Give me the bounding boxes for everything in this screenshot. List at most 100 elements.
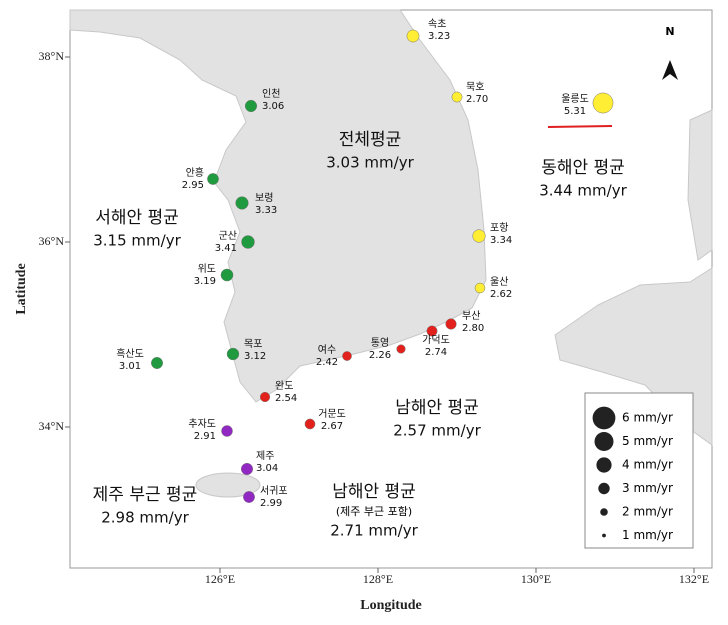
station-value: 3.23 [428,31,450,42]
region-title: 서해안 평균 [95,208,179,228]
legend-marker [594,432,614,451]
station-value: 2.91 [194,431,216,442]
station-name: 제주 [256,450,274,462]
region-rate: 2.98 mm/yr [101,509,189,527]
station-marker [241,235,255,249]
region-rate: 3.15 mm/yr [93,232,181,250]
station-name: 목포 [244,338,262,350]
station-value: 2.54 [275,393,297,404]
station-marker [220,268,234,282]
jeju-island [195,472,261,498]
station-name: 부산 [462,310,480,322]
station-value: 3.06 [262,101,284,112]
station-name: 가덕도 [422,334,450,346]
station-marker [472,229,486,243]
station-value: 3.19 [194,276,216,287]
x-tick-label: 126°E [205,572,235,586]
station-name: 보령 [255,192,273,204]
station-value: 2.62 [490,289,512,300]
station-value: 3.01 [119,361,141,372]
station-name: 통영 [371,337,389,349]
region-rate: 2.71 mm/yr [330,522,418,540]
station-value: 2.74 [425,347,447,358]
station-name: 안흥 [186,166,204,179]
legend-label: 2 mm/yr [622,505,673,519]
station-name: 묵호 [466,81,484,93]
north-arrow [662,60,678,80]
station-marker [451,91,463,103]
station-name: 인천 [262,88,280,100]
x-tick-label: 132°E [679,572,709,586]
station-value: 2.95 [182,180,204,191]
station-marker [592,92,614,114]
station-value: 3.41 [215,243,237,254]
station-marker [244,99,258,113]
station-name: 서귀포 [260,485,288,497]
station-value: 2.42 [316,357,338,368]
station-marker [151,357,163,369]
station-marker [221,425,233,437]
station-marker [207,173,219,185]
region-rate: 2.57 mm/yr [393,422,481,440]
legend-marker [602,533,606,538]
station-value: 2.80 [462,323,484,334]
region-note: (제주 부근 포함) [336,505,412,518]
legend-marker [598,482,610,495]
station-value: 3.04 [256,463,278,474]
underline [547,125,613,128]
station-value: 5.31 [564,106,586,117]
legend-label: 1 mm/yr [622,528,673,542]
region-rate: 3.03 mm/yr [326,154,414,172]
station-name: 군산 [219,230,237,242]
legend-marker [600,508,608,516]
station-value: 2.99 [260,498,282,509]
station-name: 추자도 [188,418,216,430]
land [69,9,713,498]
station-marker [396,344,406,354]
y-tick-label: 34°N [39,419,65,433]
station-name: 흑산도 [116,347,144,360]
region-title: 전체평균 [339,130,402,150]
legend-label: 3 mm/yr [622,481,673,495]
x-tick-label: 128°E [363,572,393,586]
station-marker [474,282,486,294]
legend-label: 4 mm/yr [622,458,673,472]
station-marker [243,491,255,503]
station-name: 울산 [490,276,508,288]
korean-peninsula [69,9,487,403]
station-value: 3.12 [244,351,266,362]
station-value: 2.26 [369,350,391,361]
y-axis-label: Latitude [14,263,29,314]
north-label: N [665,25,674,38]
y-tick-label: 38°N [39,49,65,63]
station-value: 3.34 [490,235,512,246]
x-tick-label: 130°E [521,572,551,586]
legend-label: 6 mm/yr [622,411,673,425]
station-name: 포항 [490,222,508,234]
station-marker [445,318,457,330]
legend-marker [592,406,616,430]
region-title: 동해안 평균 [541,158,625,178]
station-value: 2.70 [466,94,488,105]
station-marker [235,196,249,210]
region-rate: 3.44 mm/yr [539,182,627,200]
station-marker [406,29,420,43]
station-marker [426,325,438,337]
station-value: 2.67 [321,421,343,432]
station-marker [342,351,352,361]
japan-north [687,109,713,261]
station-name: 속초 [428,18,446,30]
station-name: 거문도 [318,408,346,420]
region-title: 남해안 평균 [332,482,416,502]
legend-marker [596,457,612,473]
station-marker [226,347,240,361]
station-name: 여수 [318,344,336,356]
station-name: 위도 [198,262,216,275]
station-name: 울릉도 [561,93,589,105]
station-value: 3.33 [255,205,277,216]
station-marker [259,391,271,403]
y-tick-label: 36°N [39,234,65,248]
region-title: 제주 부근 평균 [93,485,198,505]
station-name: 완도 [275,380,293,392]
